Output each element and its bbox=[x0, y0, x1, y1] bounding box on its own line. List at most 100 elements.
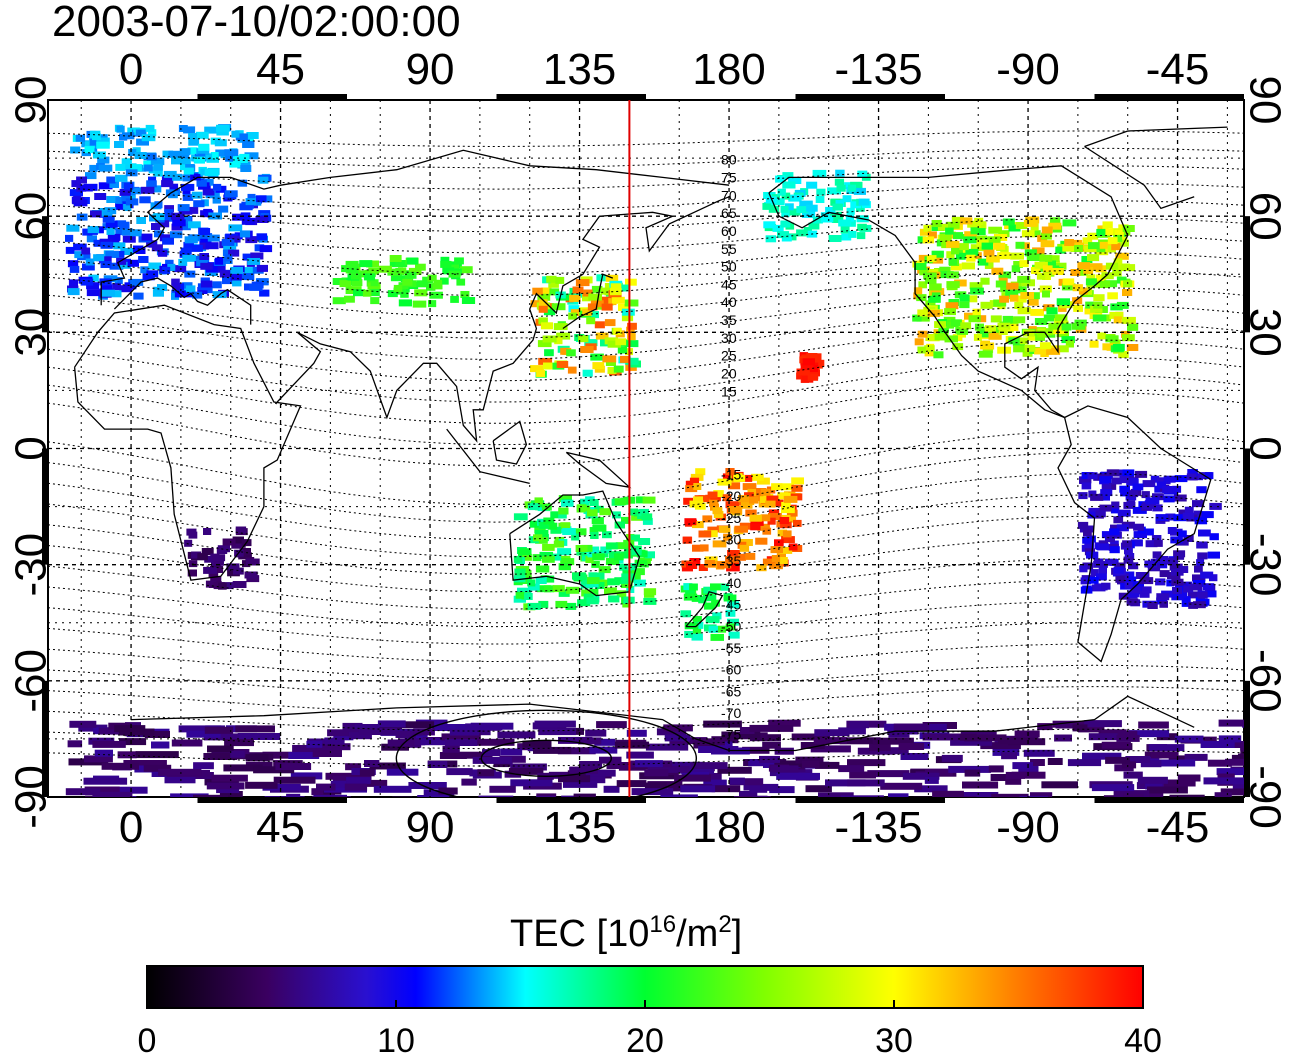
tec-cell bbox=[663, 761, 703, 769]
tec-cell bbox=[1128, 562, 1139, 570]
contour-label-south: -75 bbox=[721, 727, 741, 743]
tec-cell bbox=[592, 362, 605, 370]
tec-cell bbox=[1139, 577, 1154, 585]
tec-cell bbox=[238, 552, 252, 560]
tec-cell bbox=[1165, 513, 1176, 521]
tec-cell bbox=[119, 188, 131, 196]
tec-cell bbox=[751, 473, 764, 481]
tec-cell bbox=[931, 224, 945, 231]
contour-label-north: 40 bbox=[721, 294, 737, 310]
tec-cell bbox=[1093, 294, 1105, 302]
right-tick-label: 90 bbox=[1241, 76, 1290, 125]
south-pole-oval bbox=[480, 739, 613, 777]
tec-cell bbox=[1019, 260, 1029, 268]
tec-cell bbox=[700, 738, 725, 746]
tec-cell bbox=[164, 214, 173, 222]
tec-cell bbox=[129, 187, 142, 195]
tec-cell bbox=[832, 203, 843, 211]
tec-cell bbox=[1128, 490, 1139, 498]
tec-cell bbox=[148, 176, 157, 184]
tec-cell bbox=[1205, 472, 1214, 480]
tec-cell bbox=[692, 616, 702, 623]
tec-cell bbox=[850, 201, 861, 209]
tec-cell bbox=[585, 729, 607, 737]
tec-cell bbox=[1005, 771, 1025, 779]
tec-cell bbox=[560, 499, 574, 507]
tec-cell bbox=[777, 529, 788, 537]
tec-cell bbox=[771, 198, 785, 206]
tec-cell bbox=[203, 566, 217, 574]
tec-cell bbox=[256, 233, 268, 241]
contour-label-south: -15 bbox=[721, 466, 741, 482]
tec-cell bbox=[690, 762, 728, 770]
tec-cell bbox=[193, 762, 214, 770]
magnetic-contour bbox=[48, 356, 1244, 424]
tec-cell bbox=[255, 195, 267, 203]
tec-cell bbox=[1090, 569, 1099, 577]
tec-cell bbox=[624, 299, 639, 307]
tec-cell bbox=[96, 137, 110, 145]
tec-cell bbox=[898, 743, 925, 750]
tec-cell bbox=[152, 289, 164, 297]
tec-cell bbox=[740, 539, 753, 546]
tec-cell bbox=[256, 264, 268, 272]
tec-cell bbox=[215, 149, 225, 157]
tec-cell bbox=[186, 730, 221, 738]
tec-cell bbox=[976, 228, 986, 236]
tec-cell bbox=[406, 257, 419, 265]
tec-cell bbox=[85, 258, 95, 266]
tec-cell bbox=[760, 514, 771, 522]
tec-cell bbox=[617, 346, 628, 354]
tec-cell bbox=[750, 518, 764, 526]
contour-label-north: 80 bbox=[721, 152, 737, 168]
tec-cell bbox=[1111, 477, 1122, 485]
tec-cell bbox=[1043, 314, 1058, 322]
tec-cell bbox=[226, 563, 240, 571]
tec-cell bbox=[1024, 249, 1037, 257]
tec-cell bbox=[76, 213, 88, 221]
tec-cell bbox=[1141, 491, 1150, 499]
tec-cell bbox=[1006, 282, 1019, 290]
tec-cell bbox=[627, 322, 637, 330]
tec-cell bbox=[199, 238, 212, 246]
tec-cell bbox=[93, 254, 105, 262]
tec-cell bbox=[206, 782, 245, 790]
tec-cell bbox=[1122, 540, 1132, 548]
tec-cell bbox=[603, 785, 620, 793]
tec-cell bbox=[1001, 752, 1017, 760]
tec-cell bbox=[689, 583, 698, 591]
tec-cell bbox=[225, 270, 235, 278]
tec-cell bbox=[1102, 343, 1115, 351]
tec-cell bbox=[1196, 541, 1208, 549]
tec-cell bbox=[1113, 258, 1123, 266]
tec-cell bbox=[984, 325, 997, 333]
frame-bar-left bbox=[42, 680, 48, 797]
tec-cell bbox=[610, 283, 622, 291]
tec-cell bbox=[919, 228, 931, 236]
tec-cell bbox=[1062, 219, 1077, 227]
tec-cell bbox=[755, 537, 768, 545]
magnetic-contour bbox=[48, 269, 1244, 318]
tec-cell bbox=[956, 243, 969, 251]
tec-cell bbox=[549, 288, 560, 296]
tec-cell bbox=[1082, 237, 1093, 245]
tec-cell bbox=[229, 235, 241, 243]
tec-cell bbox=[527, 579, 536, 587]
tec-cell bbox=[162, 150, 174, 158]
tec-cell bbox=[514, 568, 526, 576]
tec-cell bbox=[761, 783, 779, 791]
tec-cell bbox=[660, 794, 698, 797]
tec-cell bbox=[232, 279, 242, 287]
tec-cell bbox=[74, 251, 84, 259]
tec-cell bbox=[1218, 735, 1242, 743]
tec-cell bbox=[1012, 762, 1033, 770]
tec-cell bbox=[1086, 535, 1096, 543]
tec-cell bbox=[543, 308, 556, 316]
frame-bar-bottom bbox=[496, 797, 646, 803]
tec-cell bbox=[538, 521, 549, 529]
tec-cell bbox=[342, 722, 363, 730]
tec-cell bbox=[1055, 721, 1074, 729]
tec-cell bbox=[643, 588, 657, 596]
tec-cell bbox=[489, 785, 516, 793]
tec-cell bbox=[988, 332, 1002, 340]
